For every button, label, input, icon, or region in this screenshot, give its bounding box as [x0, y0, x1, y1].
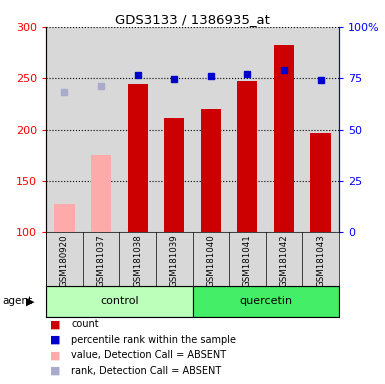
- Text: GSM181038: GSM181038: [133, 234, 142, 287]
- Text: GSM181037: GSM181037: [97, 234, 105, 287]
- Bar: [201, 109, 221, 232]
- Text: GSM181042: GSM181042: [280, 234, 288, 287]
- Text: agent: agent: [2, 296, 32, 306]
- Text: GSM181040: GSM181040: [206, 234, 215, 287]
- Text: ■: ■: [50, 350, 60, 360]
- Text: ▶: ▶: [26, 296, 35, 306]
- Text: quercetin: quercetin: [239, 296, 292, 306]
- Text: GSM181039: GSM181039: [170, 234, 179, 286]
- Text: count: count: [71, 319, 99, 329]
- Text: percentile rank within the sample: percentile rank within the sample: [71, 335, 236, 345]
- Bar: [46, 286, 192, 317]
- Text: ■: ■: [50, 335, 60, 345]
- Bar: [164, 118, 184, 232]
- Text: GSM181043: GSM181043: [316, 234, 325, 287]
- Text: rank, Detection Call = ABSENT: rank, Detection Call = ABSENT: [71, 366, 221, 376]
- Bar: [192, 286, 339, 317]
- Title: GDS3133 / 1386935_at: GDS3133 / 1386935_at: [115, 13, 270, 26]
- Bar: [54, 204, 75, 232]
- Text: value, Detection Call = ABSENT: value, Detection Call = ABSENT: [71, 350, 226, 360]
- Bar: [237, 81, 258, 232]
- Bar: [127, 84, 148, 232]
- Text: GSM181041: GSM181041: [243, 234, 252, 287]
- Bar: [91, 155, 111, 232]
- Bar: [310, 133, 331, 232]
- Text: control: control: [100, 296, 139, 306]
- Text: ■: ■: [50, 319, 60, 329]
- Text: GSM180920: GSM180920: [60, 234, 69, 286]
- Bar: [274, 45, 294, 232]
- Text: ■: ■: [50, 366, 60, 376]
